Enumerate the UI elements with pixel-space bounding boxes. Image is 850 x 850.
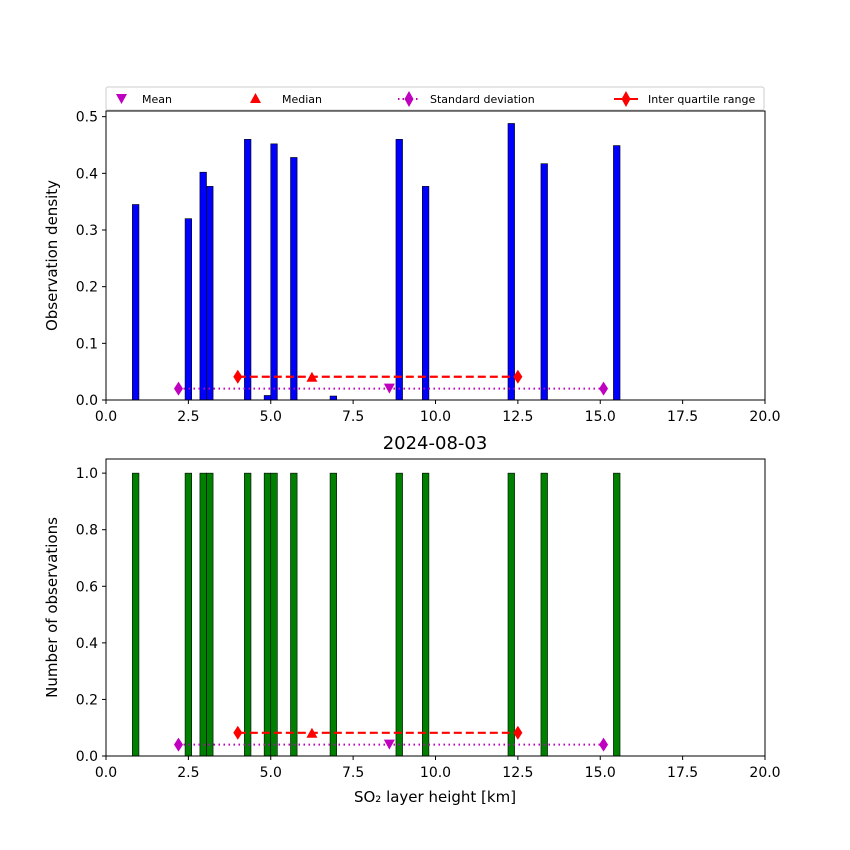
density-bar <box>132 204 140 401</box>
count-y-label: Number of observations <box>43 517 61 698</box>
density-mean-marker <box>383 383 395 394</box>
count-y-tick-label: 0.0 <box>76 749 98 765</box>
count-x-tick-label: 12.5 <box>502 765 533 781</box>
count-x-label: SO₂ layer height [km] <box>354 788 516 806</box>
count-x-tick-label: 7.5 <box>342 765 364 781</box>
count-stats <box>173 725 609 752</box>
density-bar <box>263 395 272 401</box>
count-y-tick-label: 0.2 <box>76 692 98 708</box>
count-bar <box>422 472 430 757</box>
density-median-marker <box>306 371 318 382</box>
density-std-marker <box>173 381 183 396</box>
count-bar <box>329 472 337 757</box>
density-bar <box>329 395 337 401</box>
legend-entry-std: Standard deviation <box>398 91 535 107</box>
density-std-marker <box>599 381 609 396</box>
count-std-marker <box>599 737 609 752</box>
count-y-tick-label: 0.6 <box>76 579 98 595</box>
count-x-tick-label: 5.0 <box>260 765 282 781</box>
density-x-ticks: 0.0 2.5 5.0 7.5 10.0 12.5 15.0 17.5 20.0 <box>95 400 781 425</box>
density-x-tick-label: 0.0 <box>95 409 117 425</box>
legend-label-mean: Mean <box>142 93 172 106</box>
density-y-label: Observation density <box>43 180 61 331</box>
iqr-marker-icon <box>621 91 631 107</box>
density-y-tick-label: 0.1 <box>76 336 98 352</box>
density-x-tick-label: 15.0 <box>585 409 616 425</box>
legend-box <box>105 86 765 111</box>
count-y-tick-label: 0.8 <box>76 523 98 539</box>
density-bar <box>290 157 298 401</box>
count-x-tick-label: 20.0 <box>749 765 780 781</box>
density-y-tick-label: 0.5 <box>76 110 98 126</box>
density-bar <box>244 139 252 401</box>
count-bar <box>206 472 214 757</box>
density-x-tick-label: 7.5 <box>342 409 364 425</box>
density-x-tick-label: 17.5 <box>667 409 698 425</box>
density-bar <box>507 123 515 401</box>
count-iqr-marker <box>233 725 243 740</box>
legend-entry-median: Median <box>250 93 322 106</box>
legend-label-iqr: Inter quartile range <box>648 93 755 106</box>
density-y-tick-label: 0.4 <box>76 166 98 182</box>
density-bar <box>270 143 278 401</box>
legend-label-median: Median <box>282 93 322 106</box>
count-panel: 2024-08-03 0.0 2.5 5.0 7.5 10.0 12.5 15.0 17.5 2… <box>43 433 781 806</box>
density-x-tick-label: 5.0 <box>260 409 282 425</box>
count-bar <box>263 472 272 757</box>
density-y-tick-label: 0.2 <box>76 280 98 296</box>
count-bar <box>395 472 403 757</box>
count-bar <box>540 472 548 757</box>
density-y-ticks: 0.0 0.1 0.2 0.3 0.4 0.5 <box>76 110 106 409</box>
count-y-ticks: 0.0 0.2 0.4 0.6 0.8 1.0 <box>76 466 106 765</box>
count-mean-marker <box>383 739 395 750</box>
count-bars <box>132 472 621 757</box>
count-bar <box>290 472 298 757</box>
mean-marker-icon <box>116 94 127 104</box>
count-x-tick-label: 0.0 <box>95 765 117 781</box>
count-bar <box>199 472 207 757</box>
density-x-tick-label: 10.0 <box>420 409 451 425</box>
count-x-tick-label: 10.0 <box>420 765 451 781</box>
count-bar <box>244 472 252 757</box>
legend: Mean Median Standard deviation Inter qua… <box>105 86 765 111</box>
std-marker-icon <box>404 91 414 107</box>
density-iqr-marker <box>233 369 243 384</box>
density-iqr-marker <box>513 369 523 384</box>
density-bar <box>206 186 214 401</box>
legend-label-std: Standard deviation <box>430 93 535 106</box>
density-bar <box>395 139 403 401</box>
count-median-marker <box>306 727 318 738</box>
count-std-marker <box>173 737 183 752</box>
count-bar <box>507 472 515 757</box>
count-iqr-marker <box>513 725 523 740</box>
count-bar <box>613 472 621 757</box>
legend-entry-iqr: Inter quartile range <box>614 91 755 107</box>
density-y-tick-label: 0.0 <box>76 393 98 409</box>
density-y-tick-label: 0.3 <box>76 223 98 239</box>
density-x-tick-label: 2.5 <box>177 409 199 425</box>
count-x-tick-label: 17.5 <box>667 765 698 781</box>
count-x-tick-label: 15.0 <box>585 765 616 781</box>
count-bar <box>184 472 192 757</box>
count-panel-title: 2024-08-03 <box>383 433 488 454</box>
density-bar <box>613 145 621 401</box>
density-stats <box>173 369 609 396</box>
density-panel: 0.0 2.5 5.0 7.5 10.0 12.5 15.0 17.5 20.0 0.00.10… <box>43 110 781 425</box>
density-bar <box>199 171 207 401</box>
legend-entry-mean: Mean <box>116 93 172 106</box>
count-y-tick-label: 1.0 <box>76 466 98 482</box>
density-x-tick-label: 12.5 <box>502 409 533 425</box>
count-x-ticks: 0.0 2.5 5.0 7.5 10.0 12.5 15.0 17.5 20.0 <box>95 756 781 781</box>
count-bar <box>270 472 278 757</box>
density-x-tick-label: 20.0 <box>749 409 780 425</box>
count-bar <box>132 472 140 757</box>
density-bar <box>540 163 548 401</box>
density-bar <box>184 218 192 401</box>
density-bars <box>132 123 621 401</box>
count-x-tick-label: 2.5 <box>177 765 199 781</box>
density-bar <box>422 186 430 401</box>
count-y-tick-label: 0.4 <box>76 636 98 652</box>
median-marker-icon <box>250 93 261 103</box>
